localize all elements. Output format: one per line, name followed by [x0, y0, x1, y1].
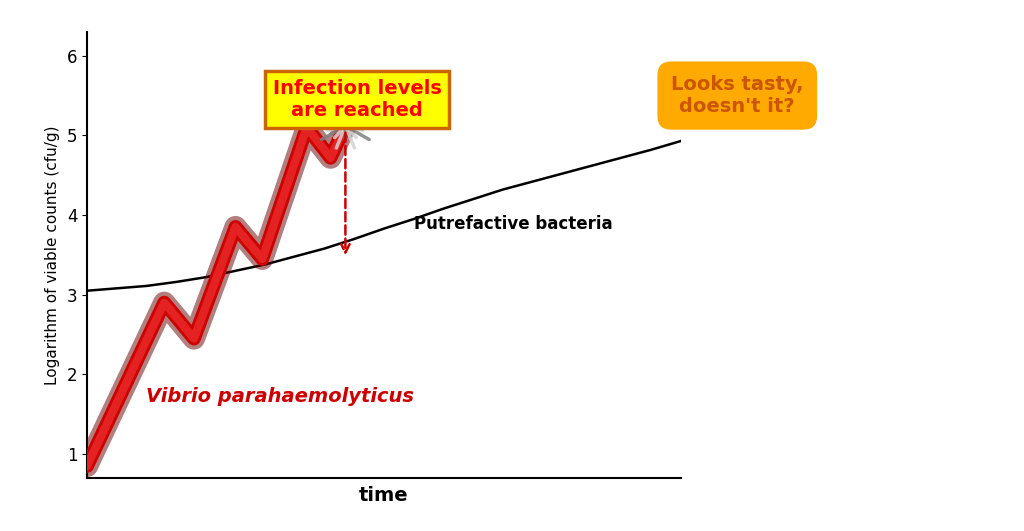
X-axis label: time: time [359, 486, 409, 505]
Text: Vibrio parahaemolyticus: Vibrio parahaemolyticus [146, 387, 415, 406]
Text: Putrefactive bacteria: Putrefactive bacteria [414, 216, 612, 234]
Text: Infection levels
are reached: Infection levels are reached [272, 79, 441, 120]
Y-axis label: Logarithm of viable counts (cfu/g): Logarithm of viable counts (cfu/g) [45, 125, 59, 384]
Text: Looks tasty,
doesn't it?: Looks tasty, doesn't it? [671, 75, 804, 116]
